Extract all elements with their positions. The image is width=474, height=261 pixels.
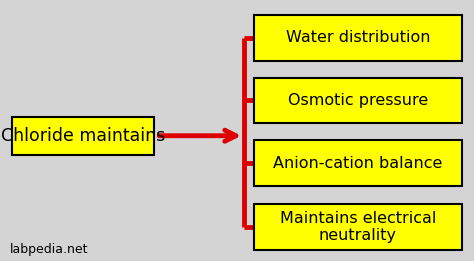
FancyBboxPatch shape [254,78,462,123]
FancyBboxPatch shape [254,204,462,250]
Text: Osmotic pressure: Osmotic pressure [288,93,428,108]
Text: labpedia.net: labpedia.net [9,243,88,256]
Text: Chloride maintains: Chloride maintains [1,127,165,145]
Text: Anion-cation balance: Anion-cation balance [273,156,443,171]
FancyBboxPatch shape [254,140,462,186]
Text: Maintains electrical
neutrality: Maintains electrical neutrality [280,211,436,243]
FancyBboxPatch shape [12,117,154,155]
FancyBboxPatch shape [254,15,462,61]
Text: Water distribution: Water distribution [286,30,430,45]
